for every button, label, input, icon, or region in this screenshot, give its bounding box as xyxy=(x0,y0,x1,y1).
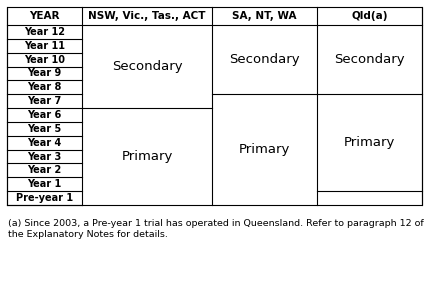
Text: Year 11: Year 11 xyxy=(24,41,65,51)
Text: Year 4: Year 4 xyxy=(27,138,62,148)
Text: Primary: Primary xyxy=(239,143,290,156)
Text: SA, NT, WA: SA, NT, WA xyxy=(232,11,297,21)
Text: Year 9: Year 9 xyxy=(27,69,62,78)
Text: the Explanatory Notes for details.: the Explanatory Notes for details. xyxy=(8,230,168,239)
Text: Year 8: Year 8 xyxy=(27,82,62,92)
Text: Year 5: Year 5 xyxy=(27,124,62,134)
Bar xyxy=(7,7,422,205)
Text: Pre-year 1: Pre-year 1 xyxy=(16,193,73,203)
Text: Year 7: Year 7 xyxy=(27,96,62,106)
Text: (a) Since 2003, a Pre-year 1 trial has operated in Queensland. Refer to paragrap: (a) Since 2003, a Pre-year 1 trial has o… xyxy=(8,219,424,228)
Text: Year 12: Year 12 xyxy=(24,27,65,37)
Text: YEAR: YEAR xyxy=(29,11,60,21)
Text: Secondary: Secondary xyxy=(229,53,300,66)
Text: Year 10: Year 10 xyxy=(24,55,65,65)
Text: Year 1: Year 1 xyxy=(27,179,62,189)
Text: Primary: Primary xyxy=(121,150,172,163)
Text: Year 6: Year 6 xyxy=(27,110,62,120)
Text: NSW, Vic., Tas., ACT: NSW, Vic., Tas., ACT xyxy=(88,11,206,21)
Text: Qld(a): Qld(a) xyxy=(351,11,388,21)
Text: Secondary: Secondary xyxy=(112,60,182,73)
Text: Year 3: Year 3 xyxy=(27,152,62,162)
Text: Year 2: Year 2 xyxy=(27,165,62,176)
Text: Primary: Primary xyxy=(344,136,395,149)
Text: Secondary: Secondary xyxy=(334,53,405,66)
